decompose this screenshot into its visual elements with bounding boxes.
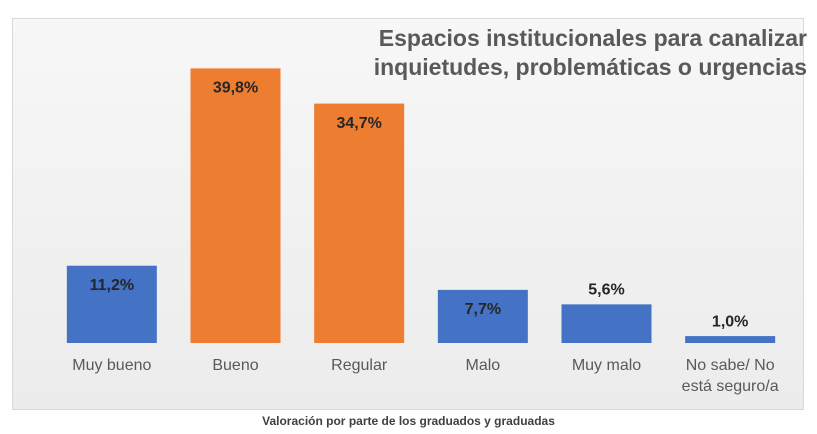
bar bbox=[66, 265, 157, 343]
data-label: 34,7% bbox=[336, 115, 381, 132]
bar bbox=[561, 304, 652, 343]
chart-title: Espacios institucionales para canalizar … bbox=[373, 25, 807, 80]
data-label: 1,0% bbox=[712, 313, 748, 330]
x-tick-label: Muy malo bbox=[571, 357, 642, 374]
x-tick-label: Malo bbox=[465, 357, 501, 374]
data-label: 39,8% bbox=[213, 80, 258, 97]
bar bbox=[437, 289, 528, 343]
x-axis-label: Valoración por parte de los graduados y … bbox=[262, 414, 555, 428]
data-label: 5,6% bbox=[588, 282, 624, 299]
chart-background bbox=[12, 18, 804, 410]
x-tick-label: Regular bbox=[331, 357, 388, 374]
x-tick-label: Muy bueno bbox=[72, 357, 152, 374]
x-tick-label: No sabe/ No está seguro/a bbox=[681, 357, 779, 395]
x-tick-label: Bueno bbox=[212, 357, 259, 374]
bar bbox=[685, 336, 776, 343]
bar bbox=[314, 103, 405, 343]
bar bbox=[190, 68, 281, 343]
data-label: 11,2% bbox=[90, 277, 134, 294]
data-label: 7,7% bbox=[465, 301, 501, 318]
